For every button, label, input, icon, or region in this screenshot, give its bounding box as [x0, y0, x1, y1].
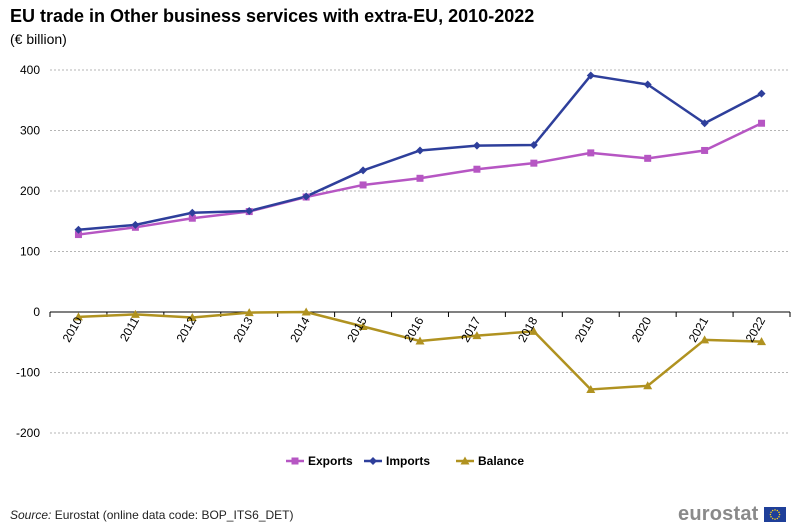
balance-point: [187, 312, 197, 321]
eurostat-logo: eurostat: [678, 503, 786, 526]
imports-point: [74, 225, 83, 234]
y-axis-tick-labels: -200 -100 0 100 200 300 400: [16, 63, 40, 440]
gridlines: [50, 69, 790, 434]
balance-point: [358, 322, 368, 331]
legend-swatch-marker-imports: [369, 457, 377, 465]
x-tick-label: 2014: [287, 314, 313, 344]
y-tick-label: 300: [20, 124, 40, 138]
chart-subtitle: (€ billion): [10, 31, 67, 47]
balance-point: [643, 381, 653, 390]
imports-point: [643, 80, 652, 89]
eu-flag-icon: [763, 507, 786, 522]
legend: Exports Imports Balance: [286, 454, 524, 468]
flag-star: [771, 517, 773, 520]
flag-star: [776, 517, 778, 520]
balance-point: [586, 384, 596, 393]
series-markers: [73, 71, 767, 393]
source-note: Source: Eurostat (online data code: BOP_…: [10, 508, 294, 522]
x-tick-label: 2013: [230, 314, 256, 344]
imports-point: [245, 206, 254, 215]
imports-point: [700, 119, 709, 128]
balance-point: [472, 331, 482, 340]
balance-point: [700, 335, 710, 344]
imports-point: [757, 89, 766, 98]
legend-label-imports: Imports: [386, 454, 430, 468]
legend-swatch-marker-exports: [291, 457, 299, 465]
flag-star: [773, 509, 776, 511]
y-tick-label: -100: [16, 366, 40, 380]
exports-point: [587, 149, 595, 157]
exports-point: [416, 174, 424, 182]
balance-point: [415, 336, 425, 345]
exports-point: [644, 154, 652, 162]
y-tick-label: 100: [20, 245, 40, 259]
flag-star: [777, 516, 780, 518]
x-tick-label: 2018: [515, 314, 541, 344]
legend-label-exports: Exports: [308, 454, 353, 468]
source-label: Source:: [10, 508, 52, 522]
logo-text: eurostat: [678, 503, 759, 525]
chart-title: EU trade in Other business services with…: [10, 6, 535, 26]
flag-star: [778, 513, 780, 516]
flag-star: [776, 509, 778, 512]
x-axis-tick-labels: 2010 2011 2012 2013 2014 2015 2016 2017 2018 2019…: [60, 314, 769, 344]
imports-point: [416, 146, 424, 155]
legend-item-imports: Imports: [364, 454, 430, 468]
flag-star: [777, 511, 780, 513]
imports-point: [302, 192, 311, 201]
exports-point: [74, 231, 82, 239]
x-tick-label: 2011: [117, 314, 142, 344]
legend-item-balance: Balance: [456, 454, 524, 468]
flag-star: [771, 509, 773, 512]
y-tick-label: 200: [20, 184, 40, 198]
exports-point: [701, 146, 709, 154]
legend-swatch-marker-balance: [460, 456, 470, 465]
exports-point: [530, 159, 538, 167]
imports-point: [188, 208, 197, 217]
x-tick-label: 2017: [458, 314, 484, 344]
balance-point: [301, 307, 311, 316]
exports-point: [473, 165, 481, 173]
imports-point: [472, 141, 481, 150]
exports-point: [758, 119, 766, 127]
imports-point: [529, 141, 538, 150]
imports-point: [359, 166, 368, 175]
source-text: Eurostat (online data code: BOP_ITS6_DET…: [54, 508, 294, 522]
exports-point: [188, 214, 196, 222]
balance-point: [130, 309, 140, 318]
flag-star: [769, 516, 772, 518]
flag-star: [773, 518, 776, 520]
balance-point: [757, 337, 767, 346]
x-tick-label: 2019: [572, 314, 598, 344]
x-tick-label: 2022: [743, 314, 769, 344]
flag-star: [769, 513, 771, 516]
imports-point: [131, 220, 140, 229]
y-tick-label: -200: [16, 426, 40, 440]
balance-point: [529, 326, 539, 335]
y-tick-label: 400: [20, 63, 40, 77]
legend-item-exports: Exports: [286, 454, 353, 468]
imports-point: [586, 71, 595, 80]
exports-point: [359, 181, 367, 189]
legend-label-balance: Balance: [478, 454, 524, 468]
flag-star: [769, 511, 772, 513]
balance-point: [73, 312, 83, 321]
x-tick-label: 2020: [629, 314, 655, 344]
y-tick-label: 0: [33, 305, 40, 319]
balance-point: [244, 308, 254, 317]
